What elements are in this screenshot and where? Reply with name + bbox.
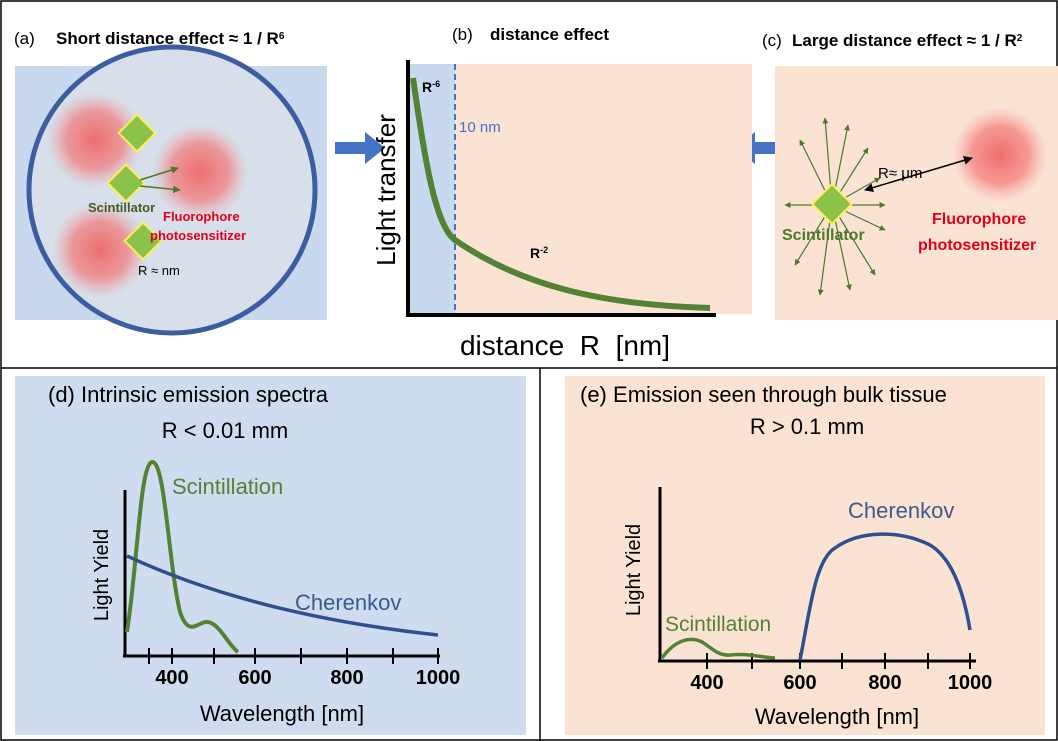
transfer-arrow (139, 185, 181, 194)
panel-subtitle: R < 0.01 mm (162, 418, 289, 443)
label: 10 nm (459, 119, 501, 136)
tick-marks (706, 653, 971, 669)
label: photosensitizer (150, 228, 246, 243)
panel-label: (e) (580, 382, 607, 407)
title-text: Intrinsic emission spectra (81, 382, 329, 407)
arrow (335, 132, 385, 164)
region (455, 64, 752, 314)
title-text: Short distance effect ≈ 1 / R (56, 29, 279, 48)
axis-label: Light transfer (371, 114, 401, 266)
axis-label: Light Yield (91, 529, 113, 621)
superscript: 6 (279, 31, 285, 42)
scintillator-crystal (117, 113, 157, 153)
tick-label: 600 (238, 667, 271, 689)
axis-label: Wavelength [nm] (755, 704, 919, 729)
axis-label: Light Yield (623, 524, 645, 616)
label: Fluorophore (932, 211, 1026, 228)
panel-label: (b) (452, 25, 473, 44)
panel-label: (a) (14, 29, 35, 48)
tick-label: 800 (868, 672, 901, 694)
tick-label: 1000 (948, 672, 993, 694)
panel-title: (d) Intrinsic emission spectra (48, 382, 329, 407)
superscript: 2 (1017, 33, 1023, 44)
panel-subtitle: R > 0.1 mm (750, 414, 864, 439)
label: R≈ μm (878, 165, 922, 182)
glow (152, 124, 248, 220)
scintillation-curve (660, 637, 776, 660)
glow (47, 92, 143, 188)
label: Scintillator (782, 227, 865, 244)
term: R (422, 79, 432, 95)
curve-label: Scintillation (172, 474, 283, 499)
distance-arrow (864, 156, 973, 192)
tick-label: 800 (330, 667, 363, 689)
panel-title: distance effect (490, 25, 609, 44)
title-text: Emission seen through bulk tissue (613, 382, 947, 407)
tick-label: 400 (690, 672, 723, 694)
panel-label: (d) (48, 382, 75, 407)
label: Scintillator (88, 200, 155, 215)
glow (52, 202, 148, 298)
axis-label: Wavelength [nm] (200, 701, 364, 726)
title-text: Large distance effect ≈ 1 / R (792, 31, 1017, 50)
glow (952, 107, 1048, 203)
panel-label: (c) (762, 31, 782, 50)
panel-title: Large distance effect ≈ 1 / R2 (792, 31, 1023, 50)
cherenkov-curve (798, 532, 972, 661)
label: photosensitizer (918, 237, 1036, 254)
label: R-6 (422, 79, 440, 95)
panel-bg (565, 376, 1045, 735)
label: R-2 (530, 245, 548, 261)
term: R (530, 245, 540, 261)
scintillator-crystal (106, 163, 146, 203)
curve-label: Scintillation (665, 613, 771, 636)
tick-label: 1000 (416, 667, 461, 689)
panel-title: (e) Emission seen through bulk tissue (580, 382, 947, 407)
curve (410, 77, 711, 311)
label: Fluorophore (163, 209, 240, 224)
tick-marks (148, 648, 439, 664)
superscript: -2 (540, 245, 548, 255)
tick-label: 600 (783, 672, 816, 694)
scintillator-crystal (810, 182, 854, 226)
curve-label: Cherenkov (295, 590, 401, 615)
tick-label: 400 (155, 667, 188, 689)
superscript: -6 (432, 79, 440, 89)
label: R ≈ nm (138, 263, 180, 278)
axis-label: distance R [nm] (460, 330, 670, 361)
curve-label: Cherenkov (848, 498, 954, 523)
scintillation-curve (125, 460, 240, 654)
transfer-arrow (139, 166, 179, 181)
scintillator-crystal (123, 221, 163, 261)
cherenkov-curve (126, 554, 439, 637)
panel-title: Short distance effect ≈ 1 / R6 (56, 29, 285, 48)
panel-bg (15, 376, 526, 735)
